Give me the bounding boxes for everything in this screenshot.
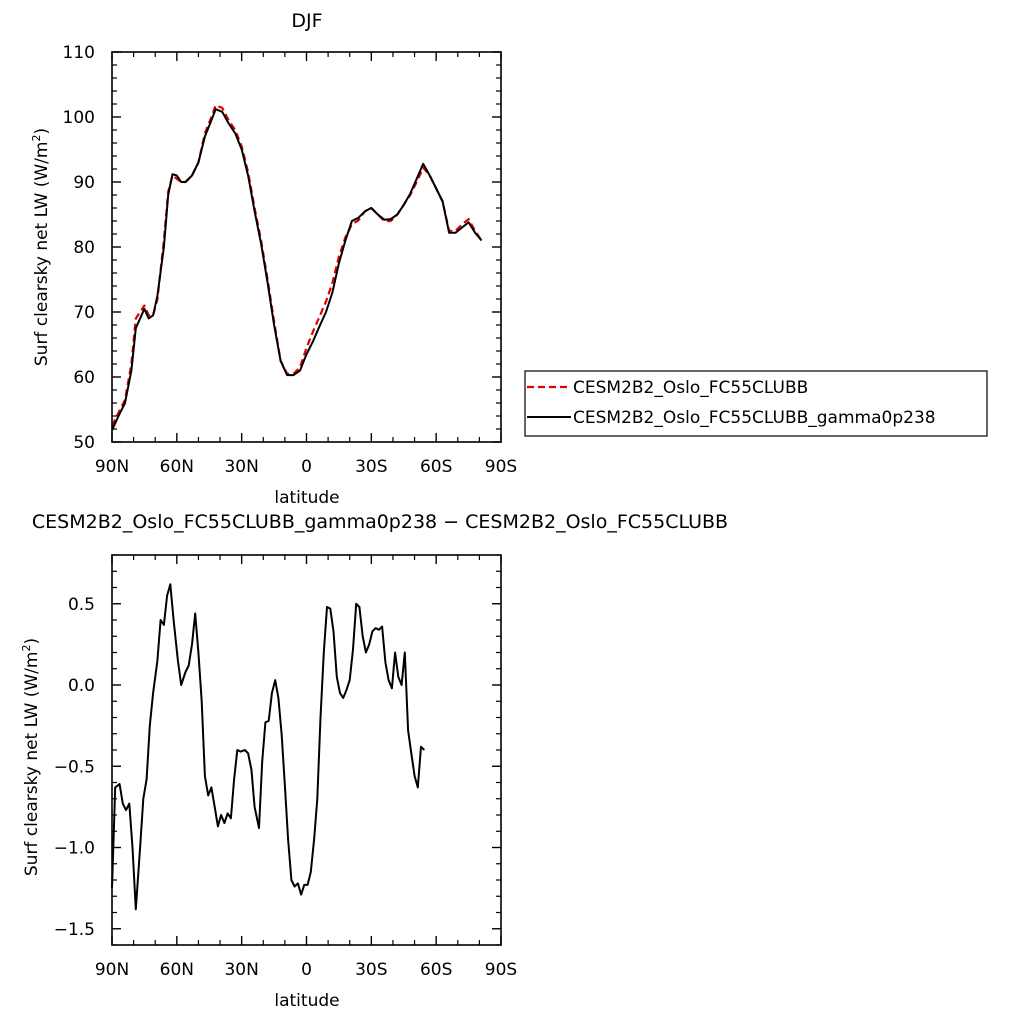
legend-label-series-2: CESM2B2_Oslo_FC55CLUBB_gamma0p238 bbox=[573, 408, 936, 428]
bottom-y-axis-label: Surf clearsky net LW (W/m2) bbox=[20, 638, 42, 876]
bottom-x-tick-label: 0 bbox=[301, 960, 312, 980]
top-x-tick-label: 90S bbox=[485, 457, 517, 477]
top-series-line-2 bbox=[111, 108, 483, 431]
bottom-x-tick-label: 30S bbox=[355, 960, 387, 980]
top-y-tick-label: 60 bbox=[73, 368, 95, 388]
top-y-tick-label: 110 bbox=[63, 43, 95, 63]
bottom-chart-title: CESM2B2_Oslo_FC55CLUBB_gamma0p238 − CESM… bbox=[32, 511, 728, 533]
top-y-axis-label: Surf clearsky net LW (W/m2) bbox=[30, 128, 52, 366]
bottom-y-tick-label: −0.5 bbox=[54, 757, 95, 777]
top-y-tick-label: 90 bbox=[73, 173, 95, 193]
bottom-x-tick-label: 30N bbox=[224, 960, 258, 980]
bottom-x-axis-label: latitude bbox=[274, 991, 339, 1011]
bottom-x-tick-label: 90N bbox=[95, 960, 129, 980]
top-y-tick-label: 100 bbox=[63, 108, 95, 128]
bottom-y-tick-label: −1.0 bbox=[54, 839, 95, 859]
legend-label-series-1: CESM2B2_Oslo_FC55CLUBB bbox=[573, 378, 808, 398]
bottom-y-tick-label: 0.0 bbox=[68, 676, 95, 696]
top-x-tick-label: 30S bbox=[355, 457, 387, 477]
top-series-line-1 bbox=[111, 104, 483, 427]
top-x-tick-label: 0 bbox=[301, 457, 312, 477]
bottom-plot-frame bbox=[111, 554, 502, 946]
top-series-layer bbox=[111, 104, 483, 431]
top-y-tick-label: 70 bbox=[73, 303, 95, 323]
top-y-tick-label: 50 bbox=[73, 433, 95, 453]
top-chart-title: DJF bbox=[291, 10, 322, 32]
bottom-y-tick-label: 0.5 bbox=[68, 595, 95, 615]
top-plot-frame bbox=[111, 51, 502, 443]
bottom-y-tick-label: −1.5 bbox=[54, 920, 95, 940]
top-ticks-layer: 90N 60N 30N 0 30S 60S 90S 50 60 70 80 90 100 110 bbox=[63, 43, 518, 477]
legend: CESM2B2_Oslo_FC55CLUBB CESM2B2_Oslo_FC55… bbox=[524, 370, 988, 437]
top-x-tick-label: 30N bbox=[224, 457, 258, 477]
bottom-ticks-layer: 90N 60N 30N 0 30S 60S 90S −1.5 −1.0 −0.5 0.0 0.5 bbox=[54, 554, 517, 980]
legend-frame bbox=[524, 370, 988, 437]
top-x-axis-label: latitude bbox=[274, 488, 339, 508]
top-x-tick-label: 60S bbox=[420, 457, 452, 477]
bottom-series-line-1 bbox=[111, 583, 425, 911]
top-x-tick-label: 60N bbox=[160, 457, 194, 477]
bottom-x-tick-label: 90S bbox=[485, 960, 517, 980]
top-x-tick-label: 90N bbox=[95, 457, 129, 477]
top-y-tick-label: 80 bbox=[73, 238, 95, 258]
bottom-x-tick-label: 60S bbox=[420, 960, 452, 980]
bottom-series-layer bbox=[111, 583, 425, 911]
bottom-plot: CESM2B2_Oslo_FC55CLUBB_gamma0p238 − CESM… bbox=[20, 511, 728, 1011]
bottom-x-tick-label: 60N bbox=[160, 960, 194, 980]
top-plot: DJF 90N 60N 30N 0 30S 60S 90S5060708090100110 … bbox=[30, 10, 517, 508]
